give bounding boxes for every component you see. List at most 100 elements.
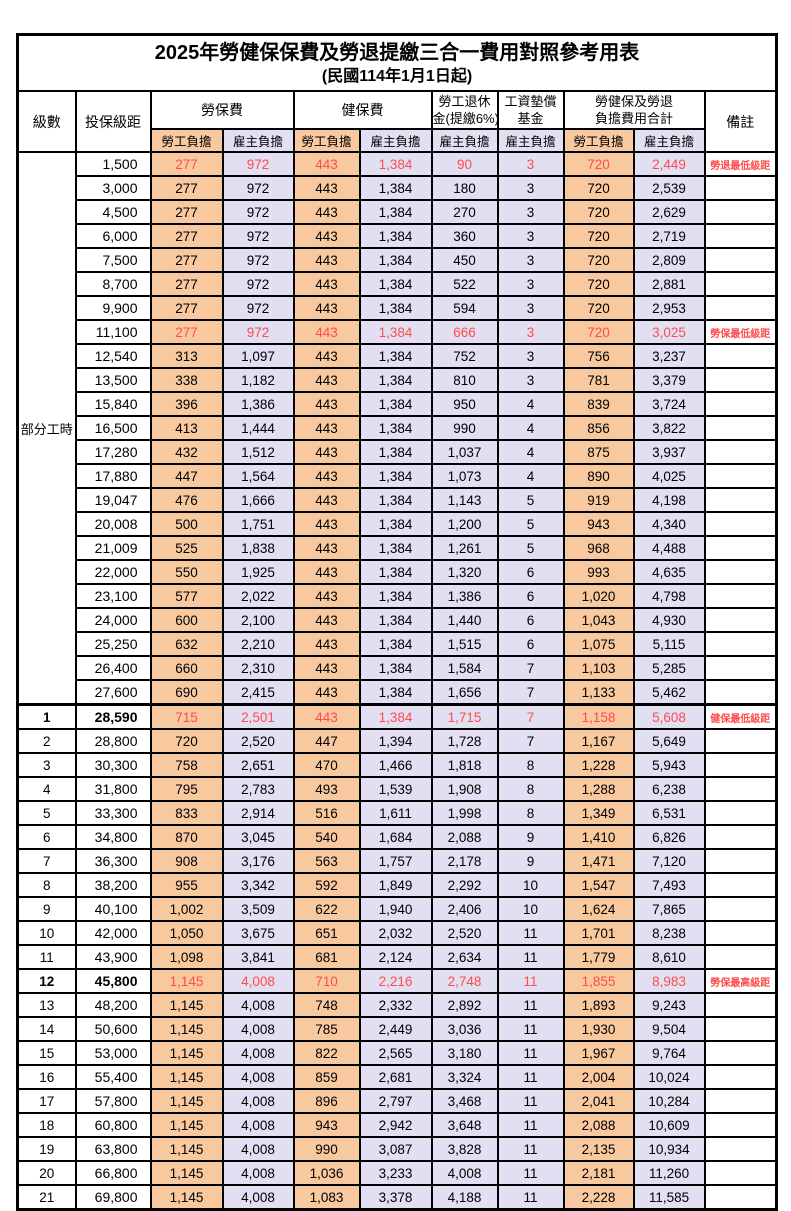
health-employer-cell: 1,849 bbox=[358, 872, 433, 898]
salary-bracket-cell: 60,800 bbox=[74, 1112, 152, 1138]
wage-fund-line2: 基金 bbox=[517, 111, 544, 126]
total-employee-cell: 1,133 bbox=[562, 679, 635, 706]
remark-cell bbox=[703, 824, 778, 850]
health-employer-cell: 2,032 bbox=[358, 920, 433, 946]
pension-employer-cell: 1,584 bbox=[430, 655, 499, 681]
pension-line2: 金(提繳6%) bbox=[432, 111, 498, 126]
labor-employee-cell: 955 bbox=[149, 872, 224, 898]
health-employer-cell: 1,384 bbox=[358, 247, 433, 273]
header-row-groups: 級數 投保級距 勞保費 健保費 勞工退休 金(提繳6%) 工資墊償 基金 勞健保及勞… bbox=[16, 90, 778, 153]
remark-cell: 勞保最低級距 bbox=[703, 319, 778, 345]
health-employer-cell: 1,384 bbox=[358, 487, 433, 513]
labor-employer-cell: 2,520 bbox=[221, 728, 295, 754]
table-row: 6,000 277 972 443 1,384 360 3 720 2,719 bbox=[18, 223, 778, 249]
pension-employer-cell: 360 bbox=[430, 223, 499, 249]
col-header-wage-fund: 工資墊償 基金 bbox=[496, 90, 565, 130]
total-employee-cell: 839 bbox=[562, 391, 635, 417]
health-employee-cell: 443 bbox=[292, 511, 361, 537]
salary-bracket-cell: 19,047 bbox=[74, 487, 152, 513]
health-employer-cell: 1,539 bbox=[358, 776, 433, 802]
total-employer-cell: 3,822 bbox=[632, 415, 706, 441]
remark-cell bbox=[703, 583, 778, 609]
level-cell: 9 bbox=[16, 896, 77, 922]
total-employer-cell: 2,953 bbox=[632, 295, 706, 321]
total-employer-cell: 5,115 bbox=[632, 631, 706, 657]
level-cell: 2 bbox=[16, 728, 77, 754]
health-employer-cell: 1,384 bbox=[358, 175, 433, 201]
total-employee-cell: 1,020 bbox=[562, 583, 635, 609]
labor-employee-cell: 690 bbox=[149, 679, 224, 706]
health-employee-cell: 443 bbox=[292, 199, 361, 225]
health-employer-cell: 1,684 bbox=[358, 824, 433, 850]
total-employee-cell: 1,893 bbox=[562, 992, 635, 1018]
wage-fund-employer-cell: 4 bbox=[496, 415, 565, 441]
labor-employee-cell: 550 bbox=[149, 559, 224, 585]
total-line1: 勞健保及勞退 bbox=[594, 94, 673, 109]
remark-cell bbox=[703, 896, 778, 922]
health-employer-cell: 2,124 bbox=[358, 944, 433, 970]
table-row: 15,840 396 1,386 443 1,384 950 4 839 3,724 bbox=[18, 391, 778, 417]
salary-bracket-cell: 63,800 bbox=[74, 1136, 152, 1162]
wage-fund-employer-cell: 8 bbox=[496, 776, 565, 802]
labor-employer-cell: 2,783 bbox=[221, 776, 295, 802]
remark-cell bbox=[703, 992, 778, 1018]
labor-employee-cell: 1,145 bbox=[149, 1136, 224, 1162]
remark-cell: 勞保最高級距 bbox=[703, 968, 778, 994]
total-employer-cell: 4,488 bbox=[632, 535, 706, 561]
level-cell: 15 bbox=[16, 1040, 77, 1066]
level-cell: 13 bbox=[16, 992, 77, 1018]
total-employee-cell: 943 bbox=[562, 511, 635, 537]
wage-fund-employer-cell: 7 bbox=[496, 679, 565, 706]
table-row: 25,250 632 2,210 443 1,384 1,515 6 1,075 5,115 bbox=[18, 631, 778, 657]
health-employee-cell: 447 bbox=[292, 728, 361, 754]
labor-employer-cell: 2,310 bbox=[221, 655, 295, 681]
health-employer-cell: 1,384 bbox=[358, 559, 433, 585]
remark-cell bbox=[703, 1064, 778, 1090]
level-cell: 1 bbox=[16, 703, 77, 730]
labor-employee-cell: 1,050 bbox=[149, 920, 224, 946]
health-employer-cell: 2,942 bbox=[358, 1112, 433, 1138]
remark-cell bbox=[703, 1040, 778, 1066]
health-employee-cell: 896 bbox=[292, 1088, 361, 1114]
total-employee-cell: 968 bbox=[562, 535, 635, 561]
total-employee-cell: 1,855 bbox=[562, 968, 635, 994]
labor-employee-cell: 795 bbox=[149, 776, 224, 802]
pension-employer-cell: 180 bbox=[430, 175, 499, 201]
salary-bracket-cell: 13,500 bbox=[74, 367, 152, 393]
total-employer-cell: 6,238 bbox=[632, 776, 706, 802]
table-row: 3 30,300 758 2,651 470 1,466 1,818 8 1,228 5,943 bbox=[16, 752, 778, 778]
salary-bracket-cell: 6,000 bbox=[74, 223, 152, 249]
labor-employer-cell: 4,008 bbox=[221, 1088, 295, 1114]
pension-employer-cell: 666 bbox=[430, 319, 499, 345]
salary-bracket-cell: 24,000 bbox=[74, 607, 152, 633]
health-employee-cell: 470 bbox=[292, 752, 361, 778]
labor-employee-cell: 1,145 bbox=[149, 1040, 224, 1066]
labor-employee-cell: 413 bbox=[149, 415, 224, 441]
salary-bracket-cell: 9,900 bbox=[74, 295, 152, 321]
labor-employer-cell: 4,008 bbox=[221, 1040, 295, 1066]
total-employee-cell: 1,103 bbox=[562, 655, 635, 681]
labor-employer-cell: 3,045 bbox=[221, 824, 295, 850]
total-employee-cell: 875 bbox=[562, 439, 635, 465]
level-cell: 8 bbox=[16, 872, 77, 898]
table-row: 16 55,400 1,145 4,008 859 2,681 3,324 11 2,004 10… bbox=[16, 1064, 778, 1090]
table-row: 21 69,800 1,145 4,008 1,083 3,378 4,188 11 2,228… bbox=[16, 1184, 778, 1211]
table-row: 22,000 550 1,925 443 1,384 1,320 6 993 4,635 bbox=[18, 559, 778, 585]
pension-employer-cell: 1,818 bbox=[430, 752, 499, 778]
total-employer-cell: 4,340 bbox=[632, 511, 706, 537]
pension-employer-cell: 1,728 bbox=[430, 728, 499, 754]
wage-fund-employer-cell: 7 bbox=[496, 703, 565, 730]
pension-employer-cell: 1,386 bbox=[430, 583, 499, 609]
total-employee-cell: 720 bbox=[562, 295, 635, 321]
page-title: 2025年勞健保保費及勞退提繳三合一費用對照參考用表 bbox=[154, 42, 640, 64]
health-employer-cell: 1,384 bbox=[358, 367, 433, 393]
labor-employer-cell: 2,415 bbox=[221, 679, 295, 706]
health-employee-cell: 443 bbox=[292, 679, 361, 706]
salary-bracket-cell: 43,900 bbox=[74, 944, 152, 970]
labor-employer-cell: 972 bbox=[221, 247, 295, 273]
labor-employee-cell: 396 bbox=[149, 391, 224, 417]
remark-cell bbox=[703, 944, 778, 970]
labor-employee-cell: 1,145 bbox=[149, 1112, 224, 1138]
health-employer-cell: 1,384 bbox=[358, 463, 433, 489]
total-employee-cell: 1,547 bbox=[562, 872, 635, 898]
